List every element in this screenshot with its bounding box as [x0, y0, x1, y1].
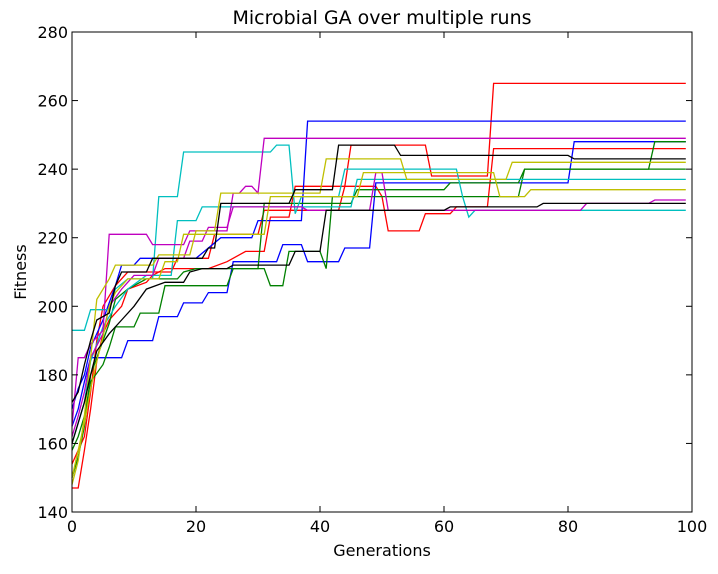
y-tick-label: 260	[37, 92, 68, 111]
x-axis-label: Generations	[333, 541, 431, 560]
series-line-3	[71, 120, 686, 410]
series-line-8	[71, 178, 686, 444]
x-tick-label: 20	[186, 517, 206, 536]
series-line-4	[71, 141, 686, 427]
y-tick-label: 160	[37, 434, 68, 453]
series-line-11	[71, 158, 686, 485]
y-axis-label: Fitness	[11, 244, 30, 299]
axes-layer: 0 20 40 60 80 100 140 160 180 200 220 240 260 280	[37, 23, 707, 536]
chart-title: Microbial GA over multiple runs	[232, 7, 531, 29]
y-tick-label: 200	[37, 297, 68, 316]
series-line-2	[71, 147, 686, 465]
series-line-10	[71, 171, 686, 437]
x-tick-label: 0	[67, 517, 77, 536]
y-tick-label: 140	[37, 503, 68, 522]
series-line-13	[71, 144, 686, 403]
x-tick-label: 100	[677, 517, 708, 536]
series-line-5	[71, 141, 686, 451]
plot-frame	[71, 31, 693, 513]
y-tick-label: 180	[37, 366, 68, 385]
y-tick-label: 280	[37, 23, 68, 42]
x-tick-label: 40	[310, 517, 330, 536]
x-tick-label: 80	[558, 517, 578, 536]
series-layer	[71, 82, 686, 489]
x-tick-label: 60	[434, 517, 454, 536]
series-line-14	[71, 202, 686, 444]
y-tick-label: 220	[37, 229, 68, 248]
series-line-12	[71, 171, 686, 478]
series-line-6	[71, 168, 686, 478]
series-line-1	[72, 82, 686, 489]
y-tick-label: 240	[37, 160, 68, 179]
